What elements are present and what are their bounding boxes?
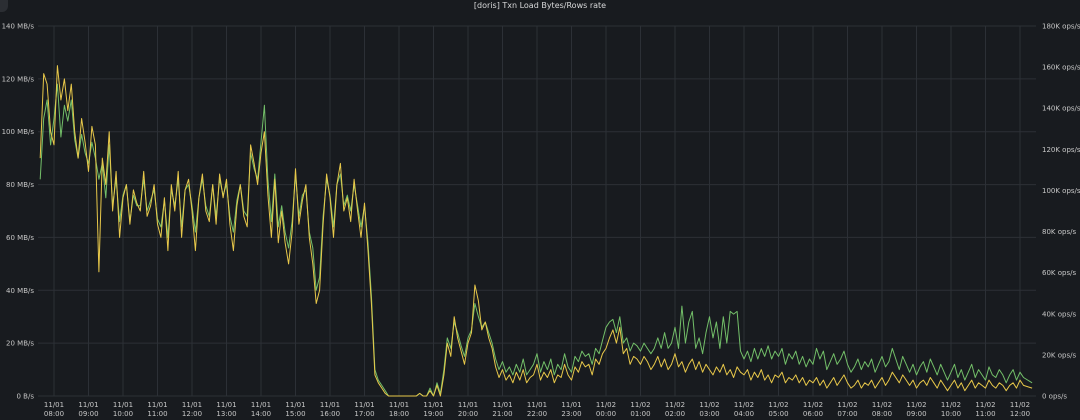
x-tick-time: 23:00 — [561, 410, 581, 418]
x-tick-time: 18:00 — [389, 410, 409, 418]
x-tick-date: 11/01 — [561, 401, 581, 409]
x-tick-date: 11/02 — [630, 401, 650, 409]
x-tick-date: 11/01 — [423, 401, 443, 409]
x-tick-time: 15:00 — [285, 410, 305, 418]
x-tick-date: 11/02 — [906, 401, 926, 409]
y-right-tick-label: 40K ops/s — [1042, 310, 1076, 318]
grid-lines — [38, 25, 1036, 397]
x-tick-time: 09:00 — [78, 410, 98, 418]
x-tick-date: 11/02 — [699, 401, 719, 409]
y-left-tick-label: 100 MB/s — [2, 128, 35, 136]
y-right-tick-label: 160K ops/s — [1042, 64, 1080, 72]
y-left-tick-label: 60 MB/s — [6, 234, 34, 242]
x-tick-time: 10:00 — [113, 410, 133, 418]
x-tick-time: 11:00 — [147, 410, 167, 418]
x-tick-date: 11/01 — [285, 401, 305, 409]
y-right-tick-label: 120K ops/s — [1042, 146, 1080, 154]
x-tick-time: 08:00 — [872, 410, 892, 418]
panel-menu-corner[interactable] — [0, 0, 8, 12]
x-tick-time: 04:00 — [734, 410, 754, 418]
y-right-tick-label: 0 ops/s — [1042, 393, 1067, 401]
y-left-tick-label: 140 MB/s — [2, 23, 35, 31]
x-tick-date: 11/01 — [458, 401, 478, 409]
x-tick-date: 11/01 — [216, 401, 236, 409]
x-tick-time: 01:00 — [630, 410, 650, 418]
x-tick-time: 07:00 — [837, 410, 857, 418]
x-tick-time: 12:00 — [1010, 410, 1030, 418]
x-tick-time: 12:00 — [182, 410, 202, 418]
x-tick-date: 11/02 — [837, 401, 857, 409]
x-tick-time: 11:00 — [975, 410, 995, 418]
y-right-tick-label: 180K ops/s — [1042, 23, 1080, 31]
x-tick-date: 11/01 — [182, 401, 202, 409]
x-tick-date: 11/02 — [768, 401, 788, 409]
x-tick-date: 11/02 — [941, 401, 961, 409]
x-tick-time: 10:00 — [941, 410, 961, 418]
y-right-tick-label: 140K ops/s — [1042, 105, 1080, 113]
x-tick-time: 02:00 — [665, 410, 685, 418]
x-tick-time: 17:00 — [354, 410, 374, 418]
x-tick-time: 14:00 — [251, 410, 271, 418]
panel-title[interactable]: [doris] Txn Load Bytes/Rows rate — [473, 1, 607, 10]
y-left-tick-label: 20 MB/s — [6, 340, 34, 348]
x-tick-date: 11/01 — [44, 401, 64, 409]
x-tick-time: 09:00 — [906, 410, 926, 418]
x-tick-date: 11/01 — [113, 401, 133, 409]
x-tick-date: 11/01 — [147, 401, 167, 409]
x-tick-time: 06:00 — [803, 410, 823, 418]
x-tick-date: 11/01 — [320, 401, 340, 409]
x-tick-date: 11/02 — [734, 401, 754, 409]
x-tick-date: 11/02 — [975, 401, 995, 409]
y-right-tick-label: 80K ops/s — [1042, 228, 1076, 236]
y-left-tick-label: 120 MB/s — [2, 75, 35, 83]
x-tick-date: 11/02 — [596, 401, 616, 409]
x-tick-date: 11/02 — [803, 401, 823, 409]
series-lines[interactable] — [39, 65, 1033, 397]
series-line-1[interactable] — [39, 83, 1033, 397]
x-tick-date: 11/01 — [389, 401, 409, 409]
y-axis-right: 0 ops/s 20K ops/s 40K ops/s 60K ops/s 80K op… — [1042, 23, 1080, 401]
y-right-tick-label: 60K ops/s — [1042, 269, 1076, 277]
x-tick-date: 11/02 — [1010, 401, 1030, 409]
x-tick-time: 03:00 — [699, 410, 719, 418]
x-tick-time: 13:00 — [216, 410, 236, 418]
x-tick-date: 11/01 — [78, 401, 98, 409]
x-tick-date: 11/01 — [354, 401, 374, 409]
y-right-tick-label: 100K ops/s — [1042, 187, 1080, 195]
x-tick-time: 16:00 — [320, 410, 340, 418]
x-tick-time: 08:00 — [44, 410, 64, 418]
y-right-tick-label: 20K ops/s — [1042, 351, 1076, 359]
x-tick-date: 11/01 — [251, 401, 271, 409]
x-tick-time: 05:00 — [768, 410, 788, 418]
x-tick-date: 11/02 — [872, 401, 892, 409]
y-left-tick-label: 80 MB/s — [6, 181, 34, 189]
x-tick-time: 21:00 — [492, 410, 512, 418]
x-tick-time: 19:00 — [423, 410, 443, 418]
y-left-tick-label: 0 B/s — [17, 393, 35, 401]
y-left-tick-label: 40 MB/s — [6, 287, 34, 295]
series-line-0[interactable] — [39, 65, 1033, 397]
x-tick-date: 11/01 — [527, 401, 547, 409]
x-tick-time: 20:00 — [458, 410, 478, 418]
y-axis-left: 0 B/s 20 MB/s 40 MB/s 60 MB/s 80 MB/s 100 MB/… — [2, 23, 35, 401]
x-tick-time: 00:00 — [596, 410, 616, 418]
x-tick-date: 11/01 — [492, 401, 512, 409]
x-tick-time: 22:00 — [527, 410, 547, 418]
x-tick-date: 11/02 — [665, 401, 685, 409]
x-axis: 11/0108:0011/0109:0011/0110:0011/0111:00… — [44, 401, 1030, 418]
